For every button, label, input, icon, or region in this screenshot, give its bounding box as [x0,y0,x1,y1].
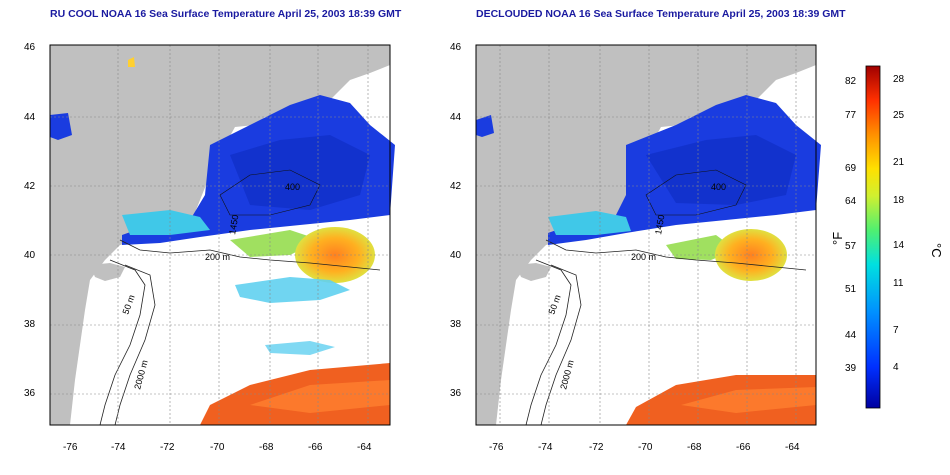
celsius-tick: 28 [893,74,905,85]
lat-tick: 40 [24,250,36,261]
celsius-tick: 7 [893,325,899,336]
lon-tick: -70 [638,442,653,453]
fahrenheit-tick: 51 [845,284,857,295]
fahrenheit-unit-label: °F [830,232,845,245]
lat-tick: 36 [450,388,462,399]
celsius-tick: 14 [893,240,905,251]
left-map: 50 m 200 m 2000 m 400 1450 [49,44,395,426]
fahrenheit-tick: 69 [845,163,857,174]
lon-tick: -72 [589,442,604,453]
celsius-unit-label: °C [929,243,944,258]
lat-tick: 40 [450,250,462,261]
right-panel-title: DECLOUDED NOAA 16 Sea Surface Temperatur… [476,8,846,20]
celsius-tick: 25 [893,110,905,121]
colorbar-scale [865,65,881,409]
right-map: 50 m 200 m 2000 m 400 1450 [475,44,821,426]
colorbar: 82 77 69 64 57 51 44 39 28 25 21 18 14 1… [830,65,944,409]
fahrenheit-tick: 82 [845,76,857,87]
lat-tick: 46 [450,42,462,53]
lon-tick: -64 [785,442,800,453]
left-lat-axis: 46 44 42 40 38 36 [24,42,36,399]
right-lat-axis: 46 44 42 40 38 36 [450,42,462,399]
contour-label-200m: 200 m [631,252,656,262]
lat-tick: 44 [450,112,462,123]
lat-tick: 38 [450,319,462,330]
fahrenheit-tick: 39 [845,363,857,374]
lon-tick: -68 [259,442,274,453]
fahrenheit-tick: 57 [845,241,857,252]
lat-tick: 36 [24,388,36,399]
colorbar-fahrenheit-ticks: 82 77 69 64 57 51 44 39 [845,76,857,374]
right-lon-axis: -76 -74 -72 -70 -68 -66 -64 [489,442,800,453]
fahrenheit-tick: 44 [845,330,857,341]
contour-label-400: 400 [285,182,300,192]
fahrenheit-tick: 77 [845,110,857,121]
lon-tick: -72 [160,442,175,453]
left-panel-title: RU COOL NOAA 16 Sea Surface Temperature … [50,8,402,20]
lon-tick: -68 [687,442,702,453]
left-lon-axis: -76 -74 -72 -70 -68 -66 -64 [63,442,372,453]
colorbar-celsius-ticks: 28 25 21 18 14 11 7 4 [893,74,905,373]
lon-tick: -76 [63,442,78,453]
lon-tick: -70 [210,442,225,453]
fahrenheit-tick: 64 [845,196,857,207]
celsius-tick: 18 [893,195,905,206]
lat-tick: 42 [24,181,36,192]
lat-tick: 38 [24,319,36,330]
lon-tick: -76 [489,442,504,453]
celsius-tick: 11 [893,278,904,289]
contour-label-1450: 1450 [227,214,240,235]
lat-tick: 44 [24,112,36,123]
lon-tick: -66 [736,442,751,453]
celsius-tick: 21 [893,157,905,168]
lat-tick: 46 [24,42,36,53]
lon-tick: -64 [357,442,372,453]
lat-tick: 42 [450,181,462,192]
celsius-tick: 4 [893,362,899,373]
lon-tick: -74 [111,442,126,453]
lon-tick: -74 [538,442,553,453]
contour-label-200m: 200 m [205,252,230,262]
lon-tick: -66 [308,442,323,453]
contour-label-400: 400 [711,182,726,192]
contour-label-1450: 1450 [653,214,666,235]
